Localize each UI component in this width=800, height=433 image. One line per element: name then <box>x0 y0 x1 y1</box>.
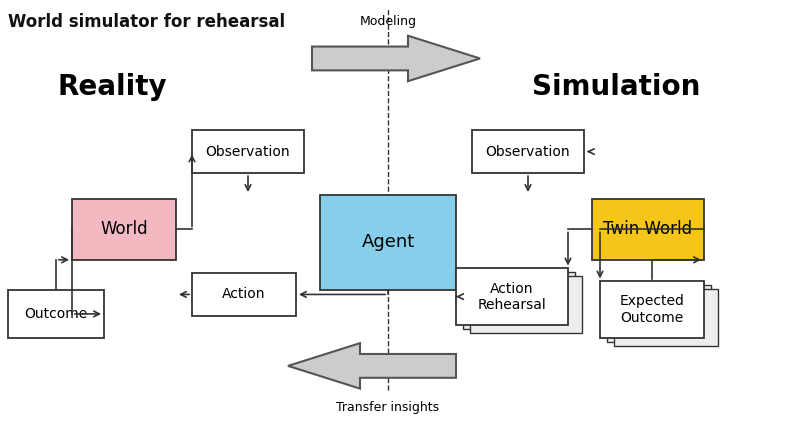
Text: Reality: Reality <box>57 73 167 100</box>
Text: Observation: Observation <box>206 145 290 158</box>
FancyBboxPatch shape <box>607 285 711 342</box>
FancyBboxPatch shape <box>72 199 176 260</box>
Text: Action
Rehearsal: Action Rehearsal <box>478 281 546 312</box>
Text: Observation: Observation <box>486 145 570 158</box>
Text: Simulation: Simulation <box>532 73 700 100</box>
FancyBboxPatch shape <box>614 289 718 346</box>
FancyBboxPatch shape <box>472 130 584 173</box>
FancyBboxPatch shape <box>456 268 568 325</box>
FancyBboxPatch shape <box>320 195 456 290</box>
FancyBboxPatch shape <box>192 130 304 173</box>
Text: World: World <box>100 220 148 239</box>
Text: Expected
Outcome: Expected Outcome <box>619 294 685 325</box>
FancyBboxPatch shape <box>463 272 575 329</box>
FancyBboxPatch shape <box>470 276 582 333</box>
Text: World simulator for rehearsal: World simulator for rehearsal <box>8 13 285 31</box>
Text: Action: Action <box>222 288 266 301</box>
Text: Agent: Agent <box>362 233 414 252</box>
Text: Modeling: Modeling <box>359 15 417 28</box>
Text: Transfer insights: Transfer insights <box>337 401 439 414</box>
FancyBboxPatch shape <box>192 273 296 316</box>
Text: Twin World: Twin World <box>603 220 693 239</box>
Polygon shape <box>312 36 480 81</box>
Polygon shape <box>288 343 456 389</box>
FancyBboxPatch shape <box>600 281 704 338</box>
FancyBboxPatch shape <box>592 199 704 260</box>
Text: Outcome: Outcome <box>24 307 88 321</box>
FancyBboxPatch shape <box>8 290 104 338</box>
